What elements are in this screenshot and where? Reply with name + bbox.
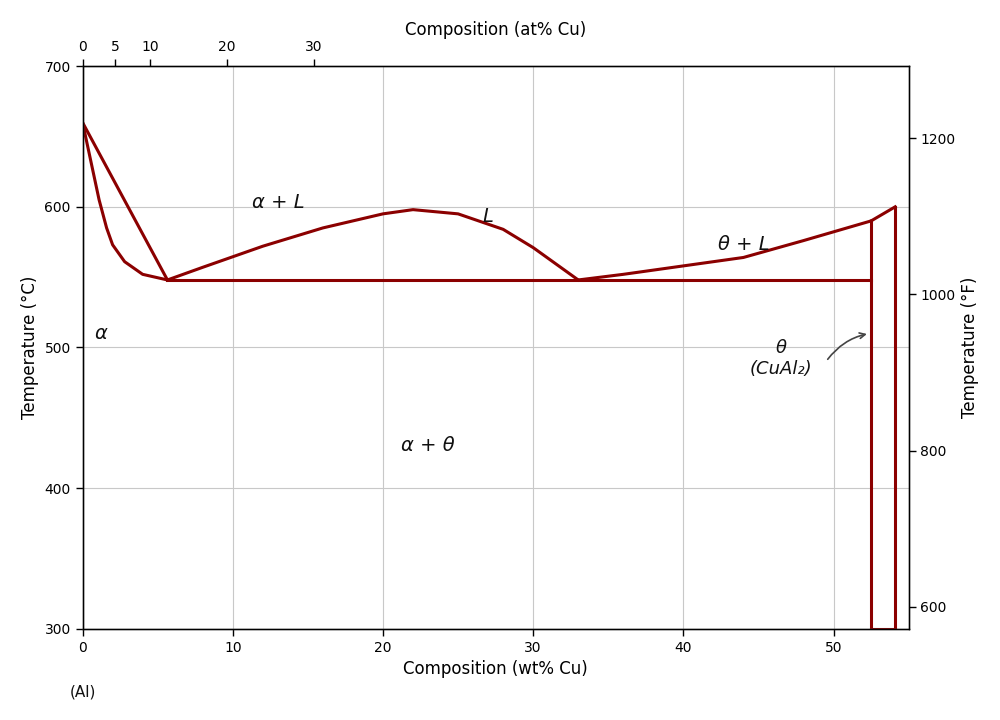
Text: θ + L: θ + L <box>718 235 769 254</box>
Text: θ
(CuAl₂): θ (CuAl₂) <box>750 339 812 378</box>
Text: L: L <box>483 207 494 226</box>
Text: α + L: α + L <box>252 193 304 212</box>
X-axis label: Composition (at% Cu): Composition (at% Cu) <box>405 21 586 39</box>
Text: (Al): (Al) <box>69 685 96 700</box>
Y-axis label: Temperature (°F): Temperature (°F) <box>961 276 979 418</box>
X-axis label: Composition (wt% Cu): Composition (wt% Cu) <box>403 660 588 678</box>
Text: α: α <box>94 324 107 343</box>
Text: α + θ: α + θ <box>401 436 455 456</box>
Y-axis label: Temperature (°C): Temperature (°C) <box>21 276 39 419</box>
